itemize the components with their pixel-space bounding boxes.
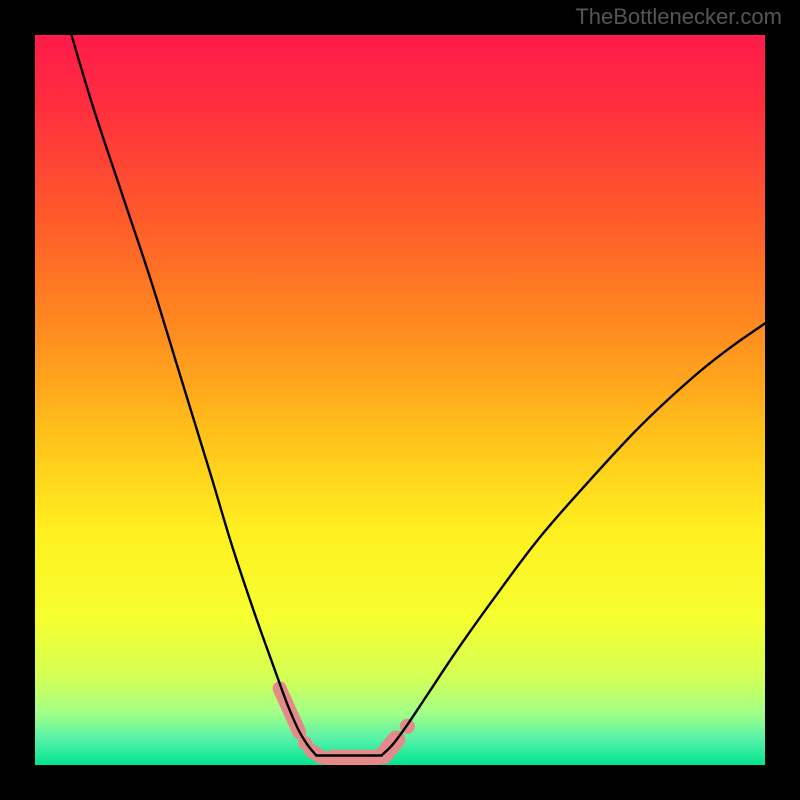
watermark-text: TheBottlenecker.com bbox=[575, 4, 782, 30]
plot-area bbox=[35, 35, 765, 765]
chart-container: TheBottlenecker.com bbox=[0, 0, 800, 800]
curves-overlay bbox=[35, 35, 765, 765]
